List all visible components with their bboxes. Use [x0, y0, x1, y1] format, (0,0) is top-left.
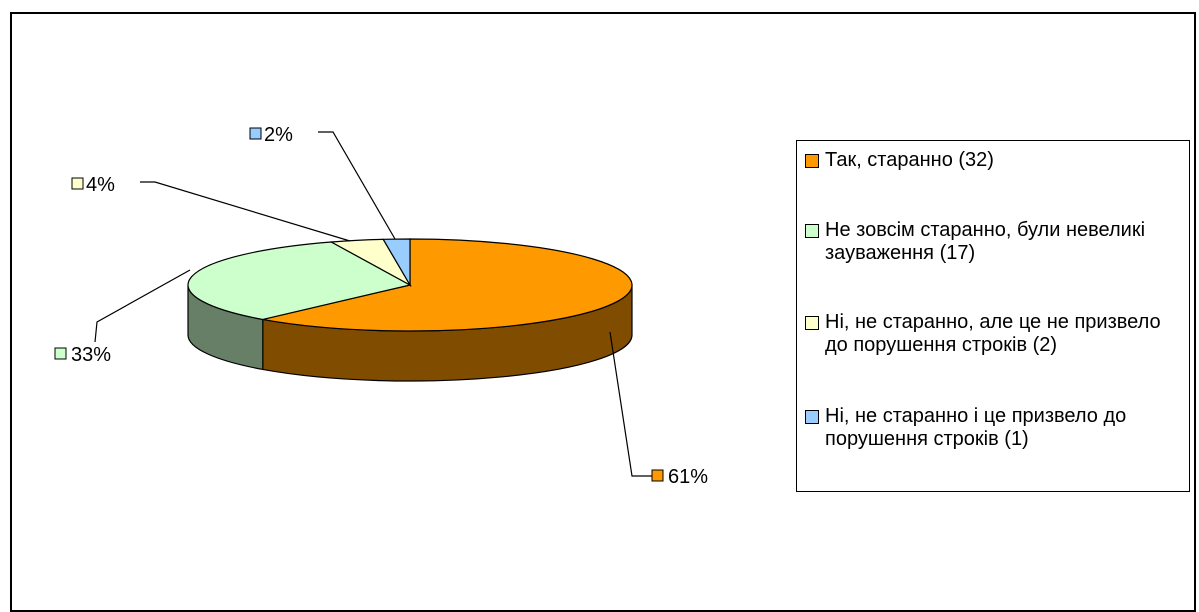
legend-label-1: Так, старанно (32): [825, 149, 994, 171]
data-label-swatch-ni-ne-ale-ne-porushennya: [71, 177, 84, 190]
data-label-swatch-tak-starano: [651, 469, 664, 482]
legend-label-2: Не зовсім старанно, були невеликі зауваж…: [825, 219, 1146, 264]
legend-swatch-4: [805, 410, 819, 424]
legend-label-4: Ні, не старанно і це призвело до порушен…: [825, 405, 1127, 450]
data-label-swatch-ne-zovsim-starano: [54, 347, 67, 360]
pie-layer: [187, 238, 633, 382]
data-label-ni-ne-i-porushennya: 2%: [264, 124, 293, 146]
legend: Так, старанно (32) Не зовсім старанно, б…: [796, 140, 1190, 492]
data-label-ni-ne-ale-ne-porushennya: 4%: [86, 174, 115, 196]
data-label-tak-starano: 61%: [668, 466, 708, 488]
data-label-layer: 61% 33% 4% 2%: [54, 124, 708, 488]
leader-line-ne-zovsim-starano: [94, 269, 191, 343]
leader-line-tak-starano: [609, 331, 652, 477]
legend-swatch-3: [805, 316, 819, 330]
data-label-swatch-ni-ne-i-porushennya: [249, 127, 262, 140]
legend-item-2: Не зовсім старанно, були невеликі зауваж…: [805, 219, 1185, 265]
pie-slice-ni-ne-i-porushennya: [382, 238, 411, 288]
data-label-ne-zovsim-starano: 33%: [71, 344, 111, 366]
legend-swatch-2: [805, 224, 819, 238]
pie-slice-ne-zovsim-starano: [187, 241, 412, 321]
legend-item-3: Ні, не старанно, але це не призвело до п…: [805, 311, 1185, 357]
legend-item-1: Так, старанно (32): [805, 149, 1185, 172]
legend-label-3: Ні, не старанно, але це не призвело до п…: [825, 311, 1161, 356]
pie-slice-tak-starano: [262, 238, 633, 332]
legend-swatch-1: [805, 154, 819, 168]
leader-line-ni-ne-i-porushennya: [318, 131, 396, 240]
legend-item-4: Ні, не старанно і це призвело до порушен…: [805, 405, 1185, 451]
leader-line-ni-ne-ale-ne-porushennya: [140, 181, 351, 242]
pie-chart: 61% 33% 4% 2%: [54, 124, 708, 488]
